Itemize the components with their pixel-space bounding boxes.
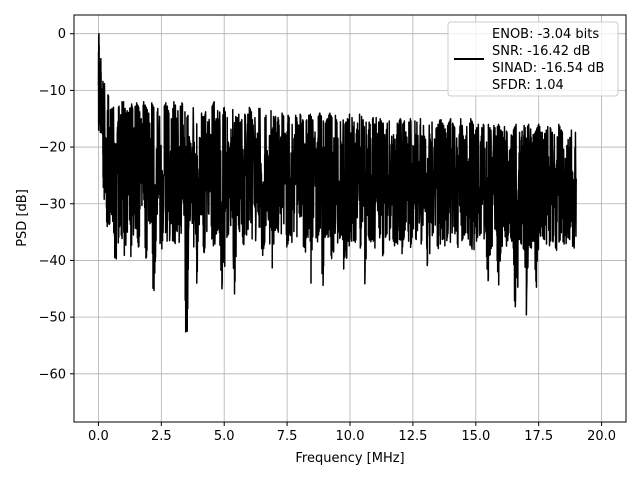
x-tick-label: 10.0: [336, 429, 365, 444]
y-tick-label: 0: [58, 27, 66, 42]
legend: ENOB: -3.04 bits SNR: -16.42 dB SINAD: -…: [447, 21, 619, 97]
y-tick-label: −10: [39, 84, 66, 99]
x-tick-label: 7.5: [277, 429, 298, 444]
legend-line-snr: SNR: -16.42 dB: [492, 44, 590, 59]
x-tick-label: 12.5: [398, 429, 427, 444]
x-axis-ticks: 0.0 2.5 5.0 7.5 10.0 12.5 15.0 17.5 20.0: [88, 422, 616, 444]
x-axis-label: Frequency [MHz]: [295, 451, 404, 466]
x-tick-label: 15.0: [461, 429, 490, 444]
legend-box: [447, 21, 619, 97]
x-tick-label: 0.0: [88, 429, 109, 444]
y-axis-ticks: 0 −10 −20 −30 −40 −50 −60: [39, 27, 74, 382]
x-tick-label: 17.5: [524, 429, 553, 444]
x-tick-label: 5.0: [214, 429, 235, 444]
legend-line-enob: ENOB: -3.04 bits: [492, 27, 599, 42]
x-tick-label: 20.0: [587, 429, 616, 444]
y-tick-label: −20: [39, 141, 66, 156]
y-tick-label: −50: [39, 311, 66, 326]
plot-area: [97, 32, 577, 333]
y-tick-label: −30: [39, 197, 66, 212]
psd-series-line: [97, 32, 577, 333]
legend-line-sinad: SINAD: -16.54 dB: [492, 61, 604, 76]
legend-line-sfdr: SFDR: 1.04: [492, 78, 564, 93]
series-layer: [97, 32, 577, 333]
x-tick-label: 2.5: [151, 429, 172, 444]
y-tick-label: −60: [39, 367, 66, 382]
y-tick-label: −40: [39, 254, 66, 269]
y-axis-label: PSD [dB]: [15, 189, 30, 247]
